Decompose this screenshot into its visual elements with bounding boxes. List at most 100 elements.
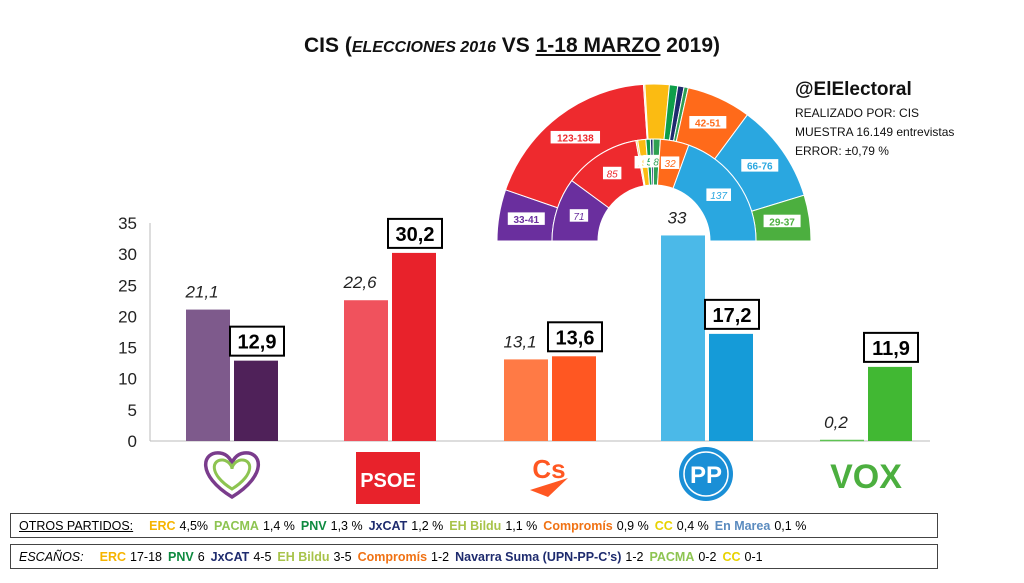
outer-label-bg-9 — [763, 214, 801, 228]
others-value-7: 0,1 % — [774, 519, 807, 533]
inner-label-7: 32 — [665, 159, 677, 170]
bar-2019-1 — [392, 252, 436, 441]
others-value-1: 1,4 % — [262, 519, 295, 533]
seats-value-1: 6 — [197, 550, 205, 564]
meta-line-2: MUESTRA 16.149 entrevistas — [795, 125, 955, 139]
label-box-2019-4 — [863, 331, 919, 363]
others-row: OTROS PARTIDOS: ERC 4,5% PACMA 1,4 % PNV 1,3 %… — [10, 513, 938, 538]
label-2019-0: 12,9 — [238, 332, 277, 354]
outer-label-9: 29-37 — [769, 217, 795, 228]
seats-party-4: Compromís — [357, 550, 428, 564]
seats-party-5: Navarra Suma (UPN-PP-C’s) — [455, 550, 622, 564]
others-value-2: 1,3 % — [330, 519, 363, 533]
seats-party-3: EH Bildu — [277, 550, 330, 564]
vox-logo: VOX — [830, 458, 902, 496]
bar-2019-0 — [234, 360, 278, 441]
outer-label-bg-1 — [550, 130, 601, 144]
label-box-2019-0 — [229, 325, 285, 357]
bar-2016-4 — [820, 439, 864, 442]
others-value-4: 1,1 % — [505, 519, 538, 533]
others-party-0: ERC — [149, 519, 176, 533]
label-2016-2: 13,1 — [503, 332, 536, 351]
meta-line-3: ERROR: ±0,79 % — [795, 144, 889, 158]
psoe-logo-text: PSOE — [360, 470, 416, 492]
bar-2016-3 — [661, 235, 705, 441]
psoe-logo — [356, 452, 420, 504]
cs-logo: Cs — [532, 454, 565, 484]
y-tick-label-0: 0 — [128, 432, 137, 451]
seats-party-7: CC — [722, 550, 741, 564]
pp-logo-text: PP — [690, 462, 722, 489]
others-party-3: JxCAT — [368, 519, 408, 533]
outer-label-8: 66-76 — [747, 162, 773, 173]
outer-label-bg-0 — [507, 212, 545, 225]
chart-svg: 0 5 10 15 20 25 30 35 21,1 12,9 22,6 30,2 13,1 13,6 33… — [118, 83, 930, 504]
seats-value-3: 3-5 — [333, 550, 352, 564]
others-value-3: 1,2 % — [411, 519, 444, 533]
seats-row: ESCAÑOS: ERC 17-18 PNV 6 JxCAT 4-5 EH Bildu 3-5 C… — [10, 544, 938, 569]
others-party-4: EH Bildu — [449, 519, 502, 533]
label-2019-1: 30,2 — [396, 224, 435, 246]
cs-logo-mark — [530, 478, 568, 497]
bar-2019-4 — [868, 366, 912, 441]
seats-value-6: 0-2 — [698, 550, 717, 564]
label-2019-3: 17,2 — [713, 305, 752, 327]
seats-party-2: JxCAT — [210, 550, 250, 564]
others-value-5: 0,9 % — [616, 519, 649, 533]
seats-party-1: PNV — [168, 550, 194, 564]
y-tick-label-3: 15 — [118, 339, 137, 358]
seats-value-4: 1-2 — [431, 550, 450, 564]
others-party-6: CC — [654, 519, 673, 533]
label-box-2019-3 — [704, 298, 760, 330]
title-underlined: 1-18 MARZO — [535, 34, 661, 57]
outer-label-0: 33-41 — [513, 215, 539, 226]
others-party-1: PACMA — [214, 519, 259, 533]
inner-label-bg-7 — [660, 156, 680, 169]
label-2016-3: 33 — [668, 208, 687, 227]
y-tick-label-6: 30 — [118, 245, 137, 264]
seats-value-2: 4-5 — [253, 550, 272, 564]
inner-label-bg-1 — [602, 166, 622, 180]
title-italic: ELECCIONES 2016 — [351, 39, 496, 56]
label-2016-0: 21,1 — [184, 283, 218, 302]
others-value-6: 0,4 % — [676, 519, 709, 533]
y-tick-label-1: 5 — [128, 401, 137, 420]
others-party-5: Compromís — [543, 519, 613, 533]
inner-label-bg-0 — [569, 209, 589, 222]
y-tick-label-2: 10 — [118, 370, 137, 389]
inner-label-0: 71 — [573, 212, 584, 223]
seats-value-5: 1-2 — [625, 550, 644, 564]
outer-label-1: 123-138 — [557, 134, 594, 145]
label-2016-4: 0,2 — [824, 413, 848, 432]
inner-label-8: 137 — [710, 191, 727, 202]
heart-logo-inner — [212, 458, 252, 491]
bar-2016-1 — [344, 300, 388, 441]
outer-label-7: 42-51 — [695, 119, 721, 130]
bar-2016-0 — [186, 309, 230, 441]
outer-label-bg-8 — [741, 159, 779, 172]
others-value-0: 4,5% — [179, 519, 209, 533]
inner-label-4: 5 — [647, 158, 653, 169]
bar-2016-2 — [504, 359, 548, 441]
meta-handle: @ElElectoral — [795, 79, 912, 100]
inner-label-1: 85 — [607, 169, 619, 180]
others-lead: OTROS PARTIDOS: — [19, 519, 134, 533]
label-box-2019-2 — [547, 321, 603, 353]
seats-value-0: 17-18 — [130, 550, 162, 564]
y-tick-label-5: 25 — [118, 276, 137, 295]
label-2019-2: 13,6 — [556, 327, 595, 349]
seats-party-0: ERC — [99, 550, 127, 564]
label-2016-1: 22,6 — [342, 273, 377, 292]
meta-box: @ElElectoral REALIZADO POR: CIS MUESTRA … — [795, 78, 954, 161]
seats-lead: ESCAÑOS: — [19, 550, 84, 564]
seats-party-6: PACMA — [649, 550, 695, 564]
y-tick-label-7: 35 — [118, 214, 137, 233]
meta-line-1: REALIZADO POR: CIS — [795, 106, 920, 120]
y-tick-label-4: 20 — [118, 307, 137, 326]
inner-label-bg-8 — [706, 188, 731, 201]
label-box-2019-1 — [387, 217, 443, 249]
bar-2019-3 — [709, 333, 753, 441]
others-party-2: PNV — [300, 519, 327, 533]
pp-logo-ring — [683, 451, 729, 497]
pp-logo — [679, 447, 733, 501]
